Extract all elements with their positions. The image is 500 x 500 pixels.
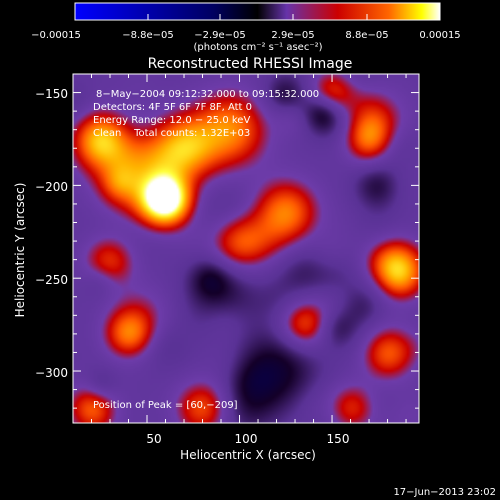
- colorbar-tick-label-3: 2.9e−05: [271, 30, 314, 41]
- annotation-time: 8−May−2004 09:12:32.000 to 09:15:32.000: [96, 89, 319, 100]
- y-tick-label-1: −200: [35, 180, 68, 194]
- y-tick-label-2: −250: [35, 273, 68, 287]
- x-axis-label: Heliocentric X (arcsec): [180, 448, 316, 462]
- colorbar: −0.00015 −8.8e−05 −2.9e−05 2.9e−05 8.8e−…: [31, 2, 461, 53]
- heatmap-image: [73, 74, 419, 423]
- footer-timestamp: 17−Jun−2013 23:02: [393, 487, 496, 498]
- y-tick-label-3: −300: [35, 366, 68, 380]
- chart-title: Reconstructed RHESSI Image: [148, 56, 353, 72]
- colorbar-gradient: [74, 2, 441, 21]
- colorbar-tick-label-0: −0.00015: [31, 30, 81, 41]
- annotation-method: Clean Total counts: 1.32E+03: [93, 128, 250, 139]
- x-tick-label-2: 150: [327, 432, 350, 446]
- y-tick-label-0: −150: [35, 87, 68, 101]
- x-tick-label-1: 100: [235, 432, 258, 446]
- x-tick-label-0: 50: [146, 432, 161, 446]
- colorbar-tick-label-2: −2.9e−05: [194, 30, 246, 41]
- colorbar-tick-label-1: −8.8e−05: [122, 30, 174, 41]
- annotation-detectors: Detectors: 4F 5F 6F 7F 8F, Att 0: [93, 102, 252, 113]
- colorbar-unit-label: (photons cm⁻² s⁻¹ asec⁻²): [193, 42, 322, 53]
- annotation-peak: Position of Peak = [60,−209]: [93, 400, 238, 411]
- y-axis-label: Heliocentric Y (arcsec): [13, 183, 27, 318]
- annotation-energy: Energy Range: 12.0 − 25.0 keV: [93, 115, 250, 126]
- plot-frame: [72, 73, 420, 424]
- colorbar-tick-label-5: 0.00015: [419, 30, 460, 41]
- colorbar-tick-label-4: 8.8e−05: [345, 30, 388, 41]
- axis-ticks: [73, 73, 419, 423]
